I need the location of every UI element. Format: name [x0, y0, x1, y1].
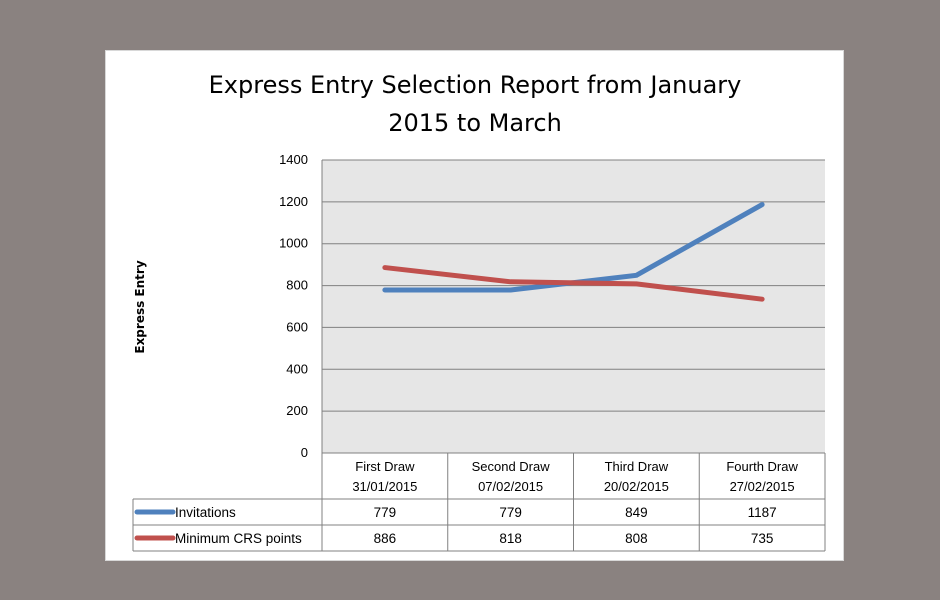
legend-label: Invitations — [175, 505, 236, 520]
y-tick-label: 400 — [286, 361, 308, 376]
plot-background — [322, 160, 825, 453]
y-tick-label: 1400 — [279, 152, 308, 167]
series-line-minimum-crs — [382, 265, 765, 302]
y-tick-label: 0 — [301, 445, 308, 460]
table-value: 779 — [374, 505, 397, 520]
x-category-date: 07/02/2015 — [478, 479, 543, 494]
x-category-date: 27/02/2015 — [730, 479, 795, 494]
table-value: 735 — [751, 531, 774, 546]
chart-title: Express Entry Selection Report from Janu… — [209, 71, 742, 137]
chart-title-line-2: 2015 to March — [388, 109, 562, 137]
legend-label: Minimum CRS points — [175, 531, 302, 546]
x-category-label: Second Draw — [472, 459, 551, 474]
x-category-date: 31/01/2015 — [352, 479, 417, 494]
table-value: 808 — [625, 531, 648, 546]
chart-title-line-1: Express Entry Selection Report from Janu… — [209, 71, 742, 99]
y-tick-label: 200 — [286, 403, 308, 418]
x-category-label: First Draw — [355, 459, 415, 474]
y-tick-label: 600 — [286, 319, 308, 334]
table-value: 1187 — [748, 505, 777, 520]
table-value: 886 — [374, 531, 397, 546]
table-value: 779 — [499, 505, 522, 520]
y-tick-label: 1200 — [279, 194, 308, 209]
x-category-label: Fourth Draw — [726, 459, 798, 474]
table-value: 849 — [625, 505, 648, 520]
table-value: 818 — [499, 531, 522, 546]
y-tick-label: 800 — [286, 278, 308, 293]
y-tick-label: 1000 — [279, 236, 308, 251]
plot-area: 0 200 400 600 800 1000 1200 1400 First Draw 31/01… — [132, 152, 826, 552]
y-axis-label: Express Entry — [133, 260, 147, 353]
x-category-date: 20/02/2015 — [604, 479, 669, 494]
x-category-label: Third Draw — [605, 459, 669, 474]
